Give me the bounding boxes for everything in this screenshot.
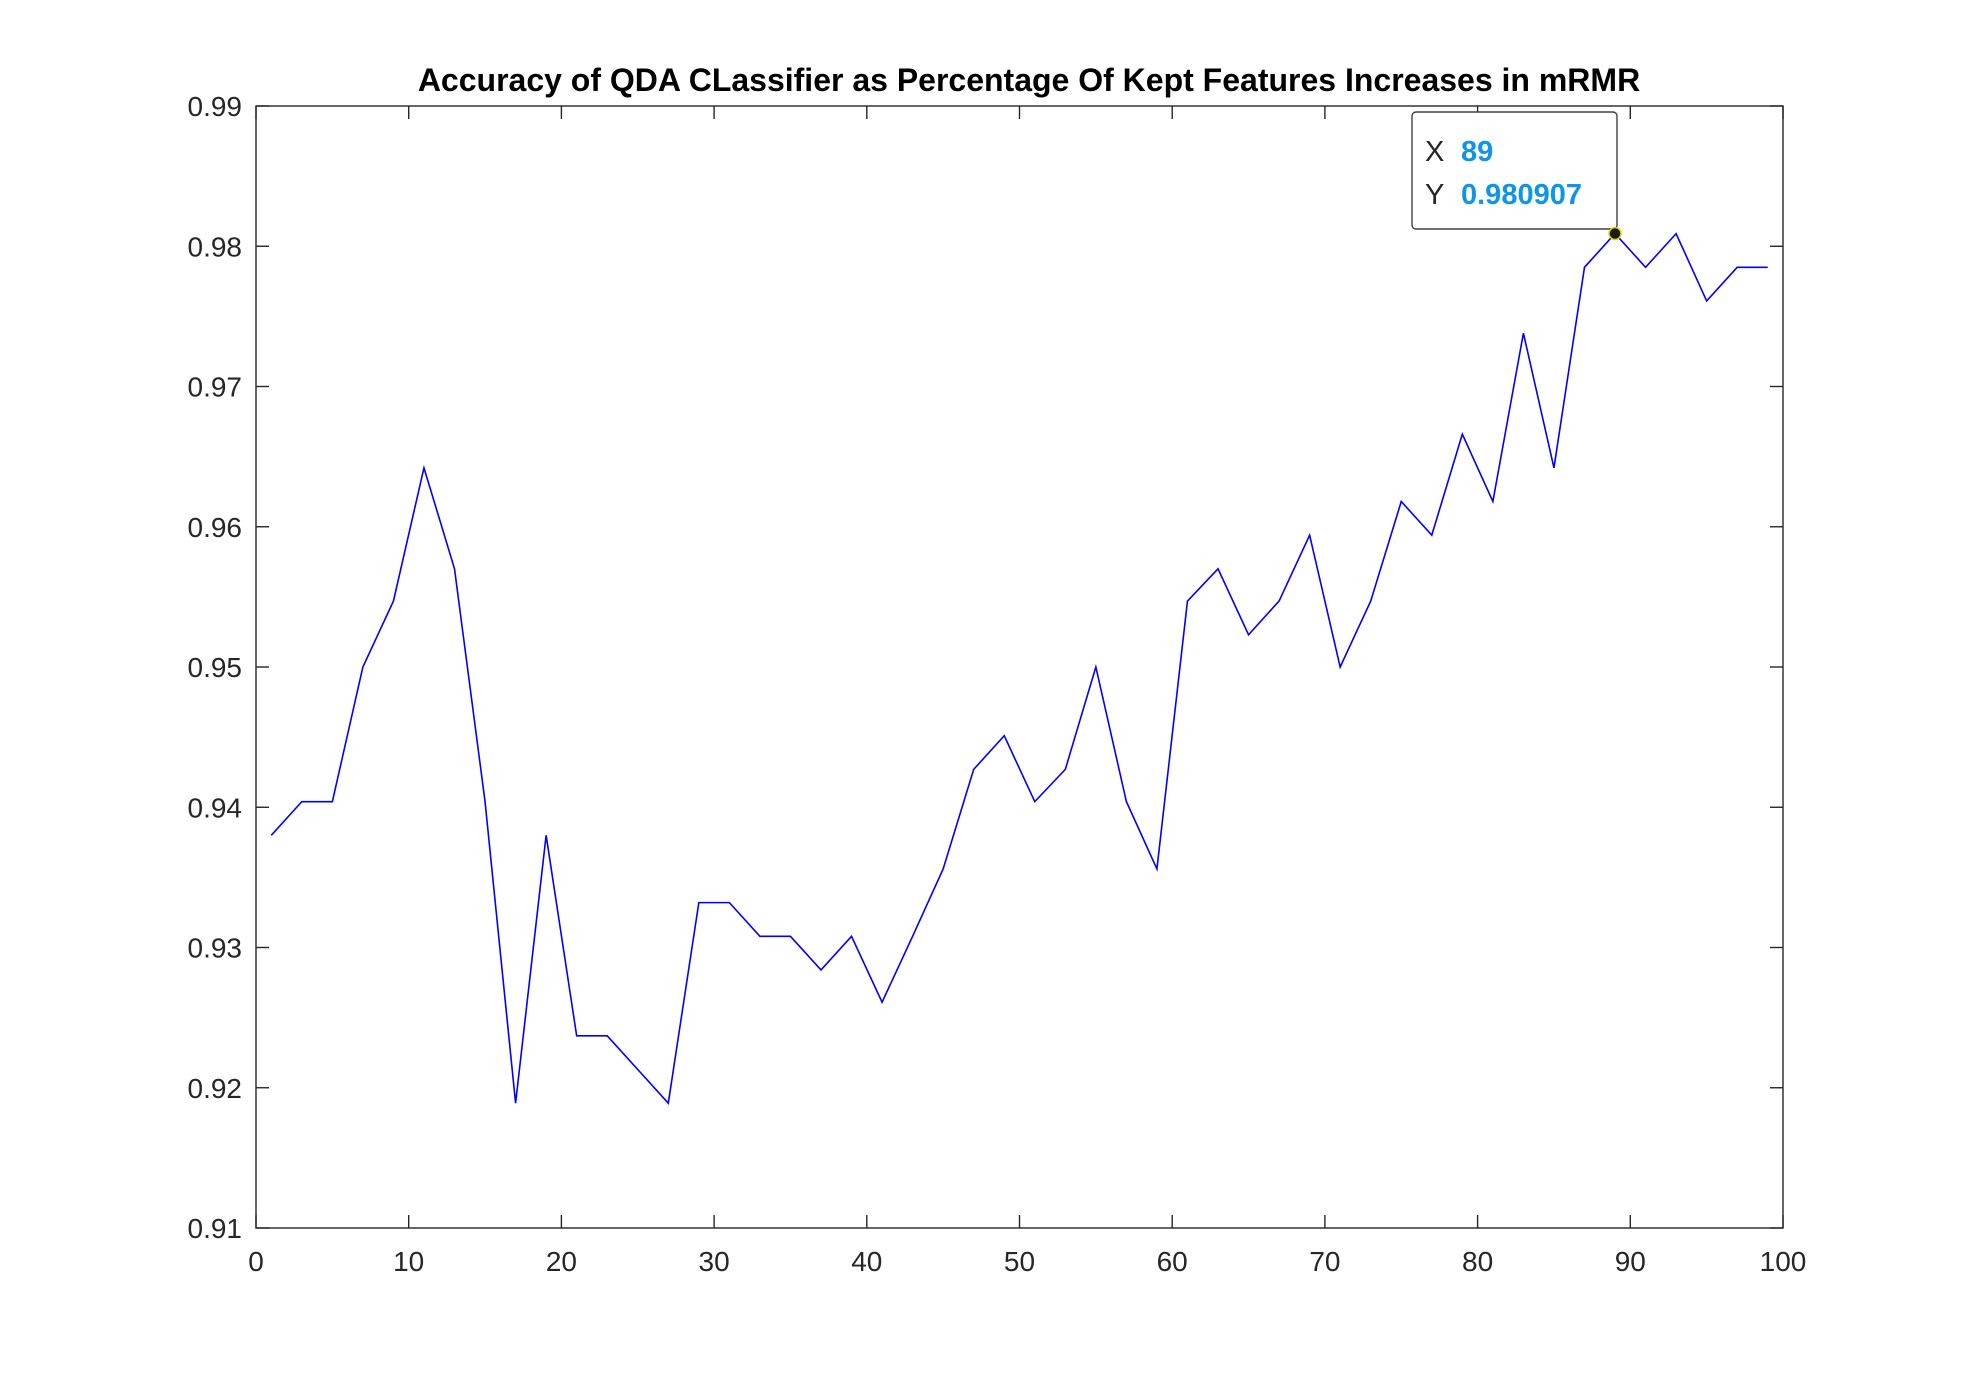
x-tick-label: 20 (546, 1246, 577, 1277)
x-tick-label: 30 (699, 1246, 730, 1277)
x-tick-label: 60 (1157, 1246, 1188, 1277)
data-point[interactable] (268, 832, 274, 838)
data-point[interactable] (1032, 799, 1038, 805)
data-point[interactable] (1154, 866, 1160, 872)
data-point[interactable] (1337, 664, 1343, 670)
data-point[interactable] (910, 933, 916, 939)
data-point[interactable] (1001, 733, 1007, 739)
data-point[interactable] (849, 933, 855, 939)
data-point[interactable] (421, 465, 427, 471)
data-point[interactable] (1276, 598, 1282, 604)
data-point[interactable] (1123, 799, 1129, 805)
data-point[interactable] (1734, 264, 1740, 270)
data-point[interactable] (604, 1033, 610, 1039)
x-tick-label: 80 (1462, 1246, 1493, 1277)
y-tick-label: 0.91 (188, 1213, 243, 1244)
data-point[interactable] (513, 1100, 519, 1106)
data-point[interactable] (1765, 264, 1771, 270)
datatip[interactable]: X 89 Y 0.980907 (1411, 111, 1622, 241)
data-point[interactable] (1215, 566, 1221, 572)
x-tick-label: 70 (1309, 1246, 1340, 1277)
data-point[interactable] (390, 598, 396, 604)
accuracy-series-line (270, 232, 1768, 1105)
data-point[interactable] (574, 1033, 580, 1039)
data-point[interactable] (879, 999, 885, 1005)
data-point[interactable] (665, 1100, 671, 1106)
axes-box (255, 105, 1784, 1229)
data-point[interactable] (726, 900, 732, 906)
x-axis: 0 10 20 30 40 50 60 70 80 90 100 (248, 106, 1806, 1277)
data-point[interactable] (299, 799, 305, 805)
y-axis: 0.91 0.92 0.93 0.94 0.95 0.96 0.97 0.98 0.99 (188, 91, 1783, 1244)
data-point[interactable] (696, 900, 702, 906)
data-point[interactable] (1398, 499, 1404, 505)
data-point[interactable] (329, 799, 335, 805)
data-point[interactable] (1429, 532, 1435, 538)
data-point[interactable] (482, 799, 488, 805)
y-tick-label: 0.92 (188, 1073, 243, 1104)
x-tick-label: 0 (248, 1246, 264, 1277)
y-tick-label: 0.95 (188, 652, 243, 683)
data-point[interactable] (1643, 264, 1649, 270)
datatip-y-label: Y (1425, 179, 1444, 211)
datatip-box (1411, 111, 1618, 230)
x-tick-label: 50 (1004, 1246, 1035, 1277)
y-tick-label: 0.93 (188, 933, 243, 964)
x-tick-label: 40 (851, 1246, 882, 1277)
data-point[interactable] (1093, 664, 1099, 670)
data-point[interactable] (1062, 766, 1068, 772)
y-tick-label: 0.99 (188, 91, 243, 122)
data-point[interactable] (1551, 465, 1557, 471)
data-point[interactable] (971, 766, 977, 772)
y-tick-label: 0.96 (188, 512, 243, 543)
datatip-marker[interactable] (1608, 226, 1622, 241)
data-point[interactable] (1673, 231, 1679, 237)
chart-title: Accuracy of QDA CLassifier as Percentage… (418, 62, 1640, 98)
plot-area (256, 106, 1783, 1228)
data-point[interactable] (1581, 264, 1587, 270)
axes: 0 10 20 30 40 50 60 70 80 90 100 0.910.920.930.940… (188, 91, 1807, 1277)
datatip-x-value: 89 (1461, 136, 1493, 168)
datatip-x-label: X (1425, 136, 1444, 168)
data-point[interactable] (543, 832, 549, 838)
data-point[interactable] (1520, 330, 1526, 336)
x-tick-label: 100 (1760, 1246, 1807, 1277)
data-point[interactable] (1246, 632, 1252, 638)
data-point[interactable] (940, 866, 946, 872)
data-point[interactable] (1184, 598, 1190, 604)
y-tick-label: 0.94 (188, 792, 243, 823)
x-tick-label: 90 (1615, 1246, 1646, 1277)
data-point[interactable] (1307, 532, 1313, 538)
data-point[interactable] (635, 1067, 641, 1073)
y-tick-label: 0.98 (188, 231, 243, 262)
data-point[interactable] (1704, 298, 1710, 304)
data-point[interactable] (787, 933, 793, 939)
data-point[interactable] (1368, 598, 1374, 604)
data-point[interactable] (452, 566, 458, 572)
datatip-y-value: 0.980907 (1461, 179, 1582, 211)
data-point[interactable] (818, 967, 824, 973)
data-point[interactable] (1490, 499, 1496, 505)
x-tick-label: 10 (393, 1246, 424, 1277)
data-point[interactable] (1459, 431, 1465, 437)
data-point[interactable] (360, 664, 366, 670)
data-point[interactable] (757, 933, 763, 939)
y-tick-label: 0.97 (188, 372, 243, 403)
